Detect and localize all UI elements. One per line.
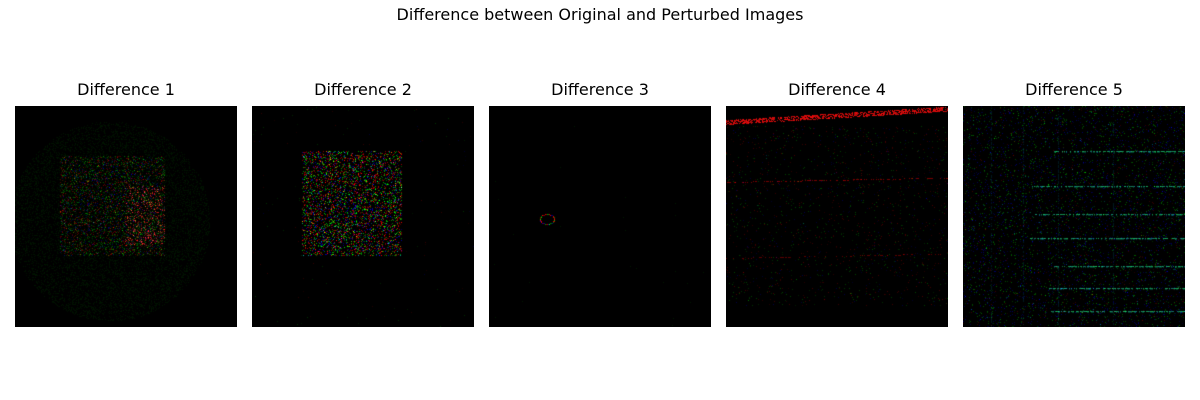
difference-image: [252, 106, 474, 327]
panel-title: Difference 4: [788, 80, 886, 99]
panel-title: Difference 3: [551, 80, 649, 99]
figure-title: Difference between Original and Perturbe…: [396, 5, 804, 24]
panel-title: Difference 5: [1025, 80, 1123, 99]
panel-title: Difference 1: [77, 80, 175, 99]
panel-title: Difference 2: [314, 80, 412, 99]
difference-image: [15, 106, 237, 327]
difference-image: [963, 106, 1185, 327]
difference-image: [489, 106, 711, 327]
difference-image: [726, 106, 948, 327]
